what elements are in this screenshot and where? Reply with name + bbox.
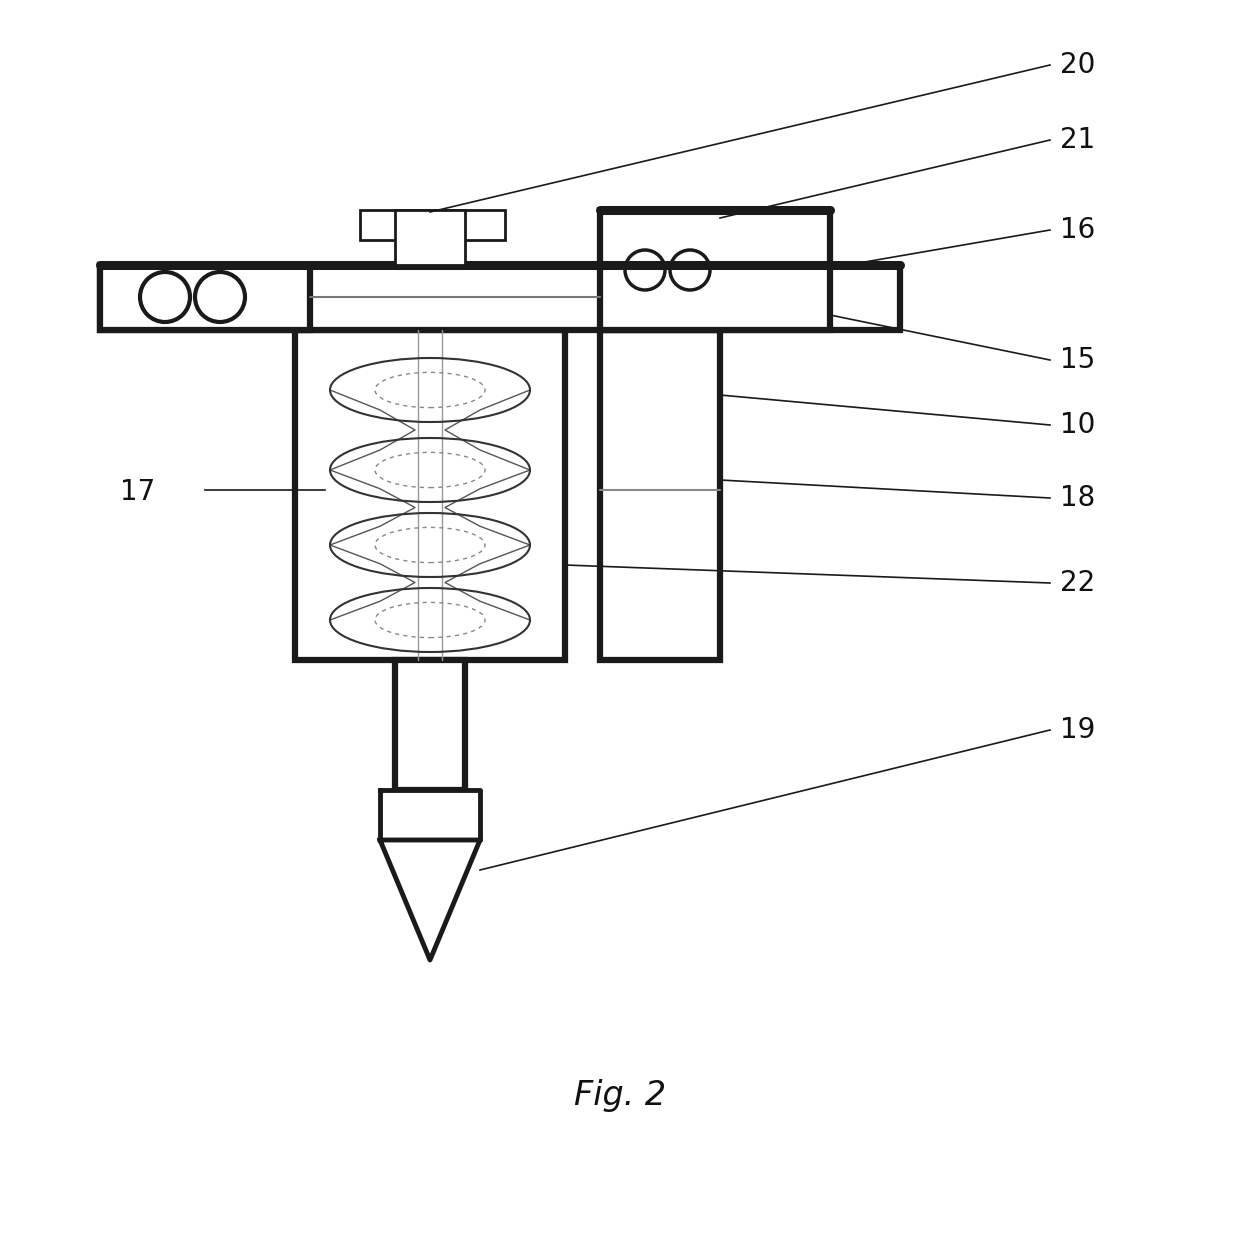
Bar bbox=[100, 265, 900, 330]
Text: 16: 16 bbox=[1060, 216, 1095, 244]
Text: 20: 20 bbox=[1060, 51, 1095, 79]
Text: 15: 15 bbox=[1060, 345, 1095, 374]
Text: 10: 10 bbox=[1060, 411, 1095, 440]
Bar bbox=[396, 210, 465, 265]
Polygon shape bbox=[379, 840, 480, 960]
Bar bbox=[600, 210, 830, 330]
Text: 22: 22 bbox=[1060, 569, 1095, 597]
Text: 19: 19 bbox=[1060, 716, 1095, 744]
Bar bbox=[100, 265, 310, 330]
Text: Fig. 2: Fig. 2 bbox=[574, 1079, 666, 1112]
Bar bbox=[295, 330, 565, 659]
Text: 18: 18 bbox=[1060, 484, 1095, 512]
Text: 17: 17 bbox=[120, 479, 155, 506]
Bar bbox=[396, 659, 465, 790]
Text: 21: 21 bbox=[1060, 126, 1095, 154]
Bar bbox=[360, 210, 505, 240]
Polygon shape bbox=[379, 790, 480, 840]
Bar bbox=[600, 330, 720, 659]
